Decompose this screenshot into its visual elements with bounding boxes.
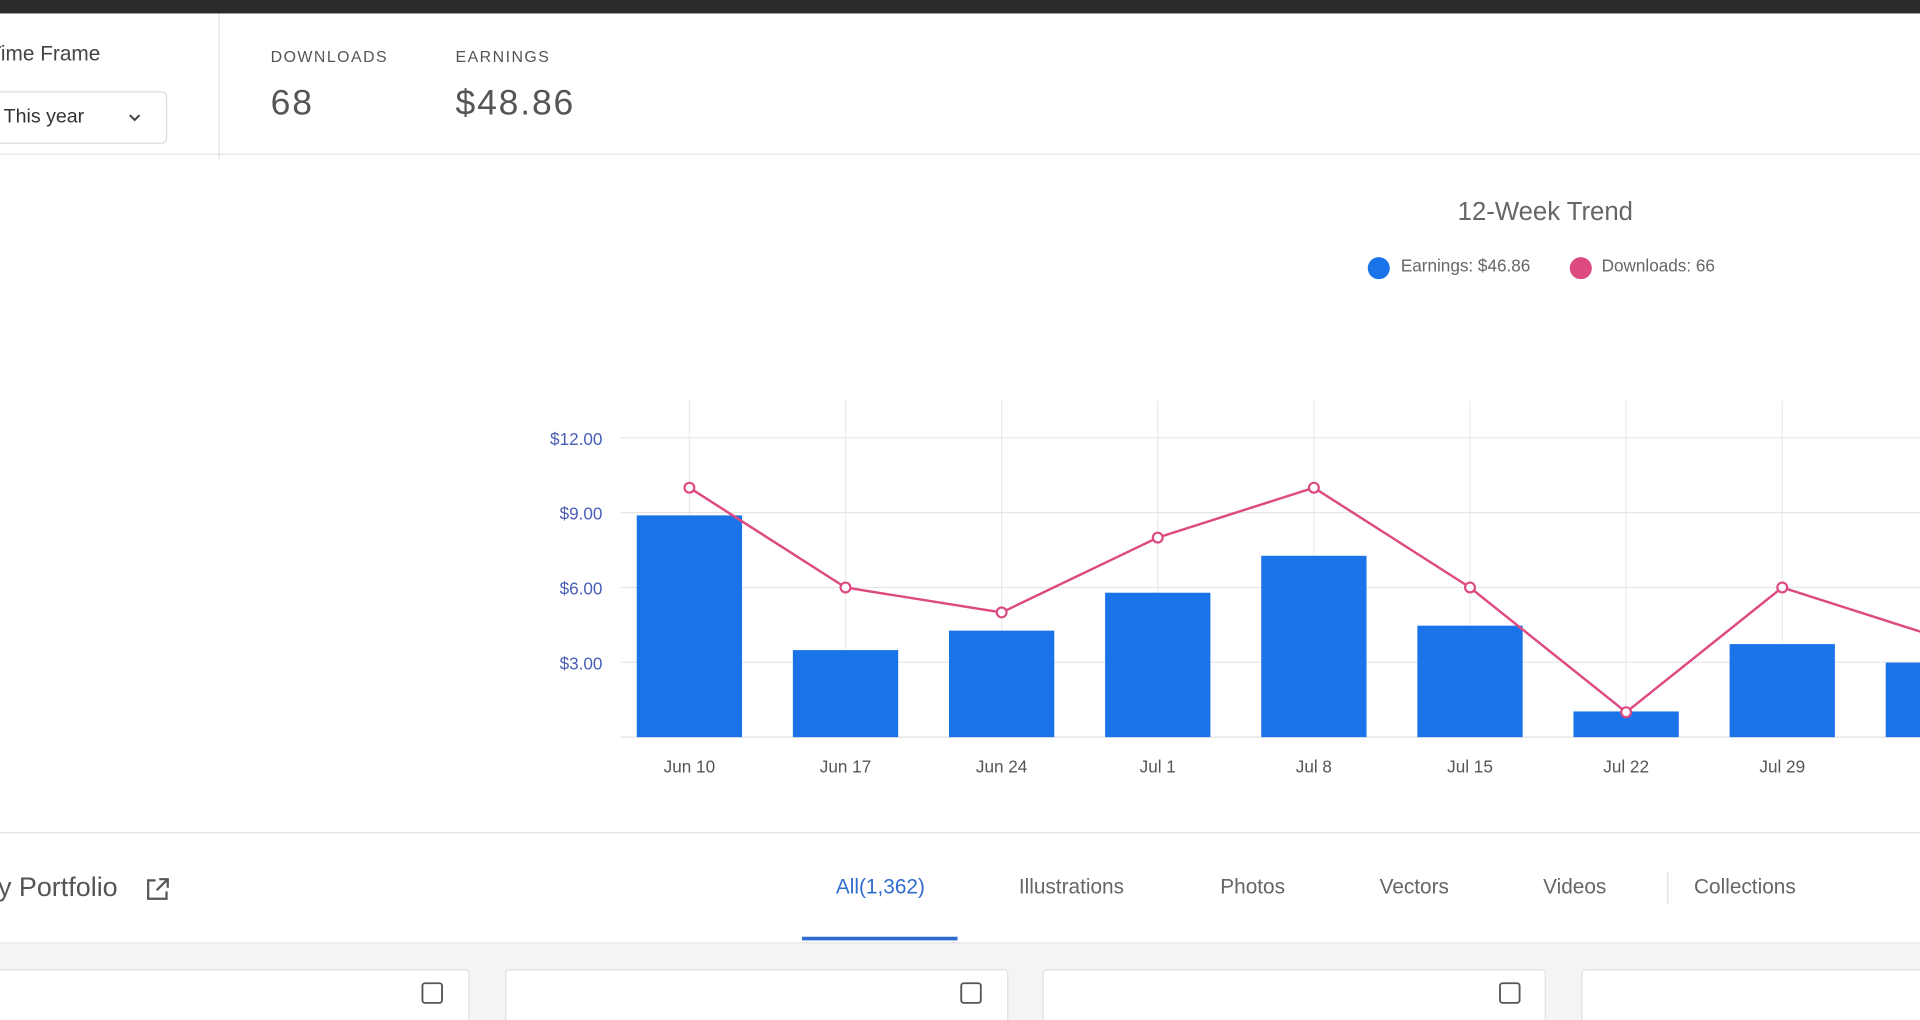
bar <box>1417 625 1523 738</box>
time-frame-label: Time Frame <box>0 43 100 66</box>
x-tick-label: Jun 10 <box>664 756 715 776</box>
stat-value: $48.86 <box>456 83 576 123</box>
x-tick-label: Jul 29 <box>1759 756 1805 776</box>
portfolio-title[interactable]: My Portfolio <box>0 872 118 902</box>
chart-title: 12-Week Trend <box>1458 198 1633 226</box>
bar <box>948 630 1055 738</box>
asset-card[interactable] <box>1581 969 1920 1020</box>
tabs: All(1,362) Illustrations Photos Vectors Vide… <box>802 875 1796 941</box>
bar <box>636 515 743 738</box>
bar <box>1885 662 1920 738</box>
bar <box>1261 555 1367 738</box>
x-tick-label: Jul 1 <box>1140 756 1176 776</box>
dropdown-chevron <box>129 114 141 122</box>
tab[interactable]: All(1,362) <box>836 875 925 898</box>
x-tick-label: Jul 15 <box>1447 756 1493 776</box>
legend-marker[interactable] <box>1367 257 1390 280</box>
x-tick-label: Jun 24 <box>976 756 1028 776</box>
bar <box>1729 644 1835 738</box>
legend-label[interactable]: Downloads: 66 <box>1602 255 1715 275</box>
asset-card[interactable] <box>0 969 470 1020</box>
time-frame-value[interactable]: This year <box>4 106 85 128</box>
y-tick-label: $9.00 <box>560 504 603 524</box>
y-tick-label: $12.00 <box>550 429 602 449</box>
x-tick-label: Jun 17 <box>820 756 871 776</box>
external-link-icon[interactable] <box>147 878 169 900</box>
line-point <box>1620 706 1633 719</box>
tab[interactable]: Collections <box>1694 875 1796 898</box>
checkbox[interactable] <box>1499 982 1521 1004</box>
asset-card[interactable] <box>505 969 1009 1020</box>
chart: Jun 10 Jun 17 Jun 24 Jul 1 Jul 8 Jul 15 Jul 22… <box>550 255 1920 776</box>
line-point <box>1151 531 1164 544</box>
legend-marker[interactable] <box>1569 257 1592 280</box>
y-tick-label: $6.00 <box>560 578 603 598</box>
bar <box>792 650 899 738</box>
line-point <box>1776 581 1789 594</box>
line-point <box>1307 481 1320 494</box>
time-frame-dropdown[interactable] <box>0 91 168 144</box>
line-point <box>683 481 696 494</box>
top-bar <box>0 0 1920 14</box>
legend-label[interactable]: Earnings: $46.86 <box>1401 255 1530 275</box>
stat-label: DOWNLOADS <box>271 49 389 66</box>
checkbox[interactable] <box>960 982 982 1004</box>
stat-value: 68 <box>271 83 314 123</box>
bar <box>1105 592 1211 738</box>
y-tick-label: $3.00 <box>560 653 603 673</box>
tab[interactable]: Vectors <box>1380 875 1449 898</box>
line-point <box>839 581 852 594</box>
checkbox[interactable] <box>421 982 443 1004</box>
stat-label: EARNINGS <box>456 49 551 66</box>
tab[interactable]: Illustrations <box>1019 875 1124 898</box>
x-tick-label: Jul 22 <box>1603 756 1649 776</box>
asset-card[interactable] <box>1042 969 1546 1020</box>
tab[interactable]: Videos <box>1543 875 1606 898</box>
line-point <box>995 606 1008 619</box>
x-tick-label: Jul 8 <box>1296 756 1332 776</box>
tab-underline <box>802 936 958 941</box>
line-point <box>1464 581 1476 594</box>
tab[interactable]: Photos <box>1220 875 1285 898</box>
